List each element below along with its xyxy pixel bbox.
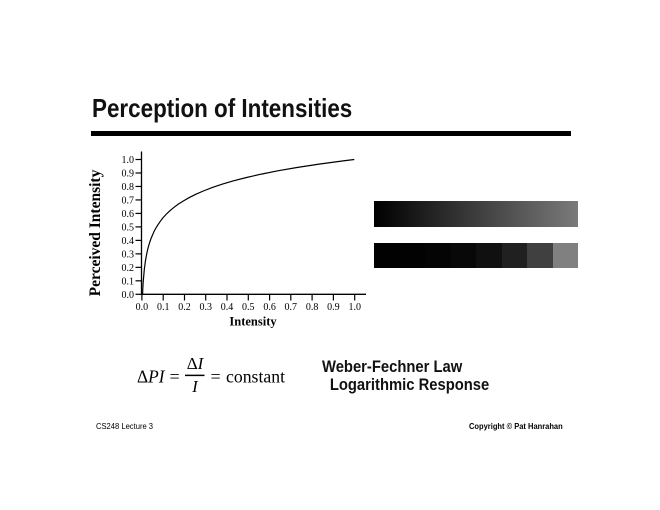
svg-text:0.6: 0.6 bbox=[263, 302, 276, 313]
svg-text:0.7: 0.7 bbox=[122, 195, 135, 206]
svg-text:0.2: 0.2 bbox=[178, 302, 191, 313]
svg-text:0.0: 0.0 bbox=[136, 302, 149, 313]
svg-text:0.2: 0.2 bbox=[122, 263, 135, 274]
svg-text:0.7: 0.7 bbox=[285, 302, 298, 313]
svg-text:0.1: 0.1 bbox=[122, 276, 135, 287]
svg-text:1.0: 1.0 bbox=[122, 155, 135, 166]
svg-text:0.4: 0.4 bbox=[221, 302, 234, 313]
svg-text:0.5: 0.5 bbox=[242, 302, 255, 313]
svg-text:Perceived Intensity: Perceived Intensity bbox=[87, 169, 104, 296]
svg-text:I: I bbox=[191, 377, 199, 396]
svg-text:=: = bbox=[211, 367, 221, 387]
svg-text:0.9: 0.9 bbox=[327, 302, 340, 313]
svg-text:0.8: 0.8 bbox=[306, 302, 319, 313]
svg-text:0.0: 0.0 bbox=[122, 290, 135, 301]
svg-text:0.9: 0.9 bbox=[122, 169, 135, 180]
svg-text:0.8: 0.8 bbox=[122, 182, 135, 193]
svg-text:Intensity: Intensity bbox=[229, 314, 277, 328]
svg-text:=: = bbox=[170, 367, 180, 387]
svg-text:ΔI: ΔI bbox=[187, 354, 205, 373]
svg-text:0.3: 0.3 bbox=[122, 249, 135, 260]
svg-text:0.5: 0.5 bbox=[122, 222, 135, 233]
svg-text:0.4: 0.4 bbox=[122, 236, 135, 247]
svg-text:constant: constant bbox=[226, 367, 285, 387]
svg-text:0.1: 0.1 bbox=[157, 302, 170, 313]
svg-text:1.0: 1.0 bbox=[348, 302, 361, 313]
svg-text:0.3: 0.3 bbox=[199, 302, 212, 313]
svg-text:ΔPI: ΔPI bbox=[137, 367, 165, 387]
svg-text:0.6: 0.6 bbox=[122, 209, 135, 220]
